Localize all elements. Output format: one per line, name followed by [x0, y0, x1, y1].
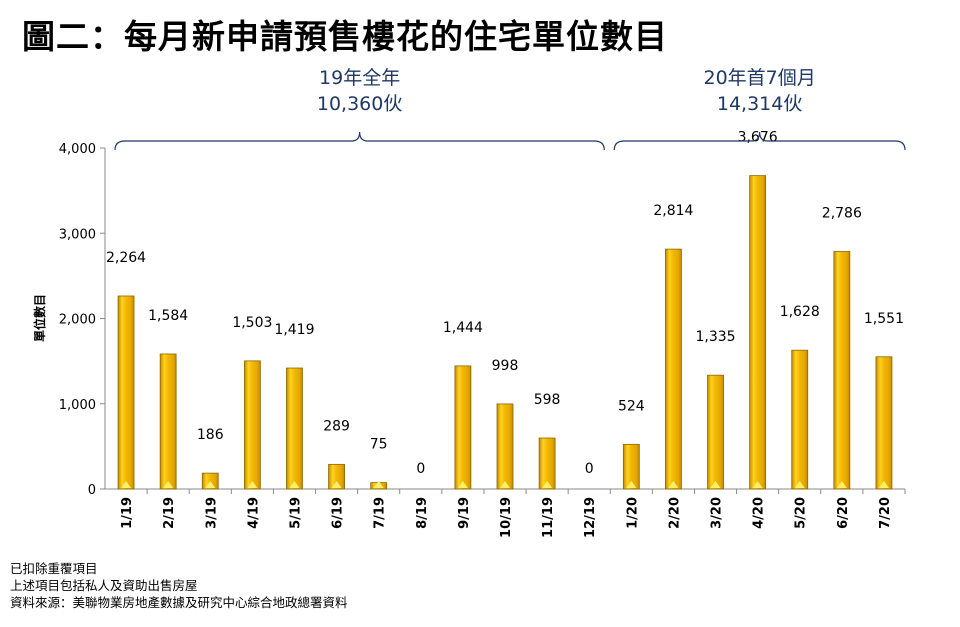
x-tick-label: 9/19 — [457, 497, 472, 529]
data-label: 524 — [618, 398, 645, 414]
x-tick-label: 8/19 — [415, 497, 430, 529]
x-tick-label: 2/19 — [162, 497, 177, 529]
x-tick-label: 3/19 — [204, 497, 219, 529]
bar — [665, 248, 682, 490]
data-label: 1,551 — [864, 311, 904, 327]
y-tick-label: 3,000 — [59, 227, 96, 242]
bar — [286, 367, 303, 490]
data-label: 3,676 — [738, 130, 778, 146]
bar — [875, 356, 893, 490]
footnote-3: 資料來源：美聯物業房地產數據及研究中心綜合地政總署資料 — [10, 595, 348, 610]
x-tick-label: 1/20 — [625, 497, 640, 529]
bar-highlight — [794, 481, 805, 488]
data-label: 2,264 — [106, 250, 146, 266]
bar — [454, 365, 472, 490]
footnote-2: 上述項目包括私人及資助出售房屋 — [10, 578, 198, 593]
bar — [328, 463, 345, 490]
x-tick-label: 3/20 — [710, 497, 725, 529]
x-tick-label: 6/20 — [836, 497, 851, 529]
data-label: 998 — [492, 358, 519, 374]
bar-highlight — [542, 481, 553, 488]
annotation-total: 14,314伙 — [717, 93, 802, 115]
x-tick-label: 10/19 — [499, 497, 514, 538]
bar-highlight — [205, 481, 216, 488]
y-tick-label: 2,000 — [59, 313, 96, 328]
bar — [622, 443, 640, 490]
bar — [496, 403, 514, 490]
bar-highlight — [836, 481, 847, 488]
data-label: 1,335 — [695, 329, 735, 345]
bar — [243, 360, 261, 490]
bar-highlight — [163, 481, 174, 488]
bar-highlight — [752, 481, 763, 488]
bracket — [613, 131, 906, 151]
bar — [749, 175, 767, 490]
x-tick-label: 4/19 — [246, 497, 261, 529]
x-tick-label: 7/19 — [373, 497, 388, 529]
x-tick-label: 4/20 — [752, 497, 767, 529]
x-tick-label: 6/19 — [331, 497, 346, 529]
x-tick-label: 12/19 — [583, 497, 598, 538]
bar — [117, 295, 135, 490]
bar — [538, 437, 556, 490]
bar — [791, 349, 809, 490]
bar-highlight — [289, 481, 300, 488]
bar — [833, 251, 851, 490]
data-label: 1,584 — [148, 308, 188, 324]
bar-highlight — [626, 481, 637, 488]
x-tick-label: 11/19 — [541, 497, 556, 538]
y-tick-label: 1,000 — [59, 398, 96, 413]
data-label: 186 — [197, 427, 224, 443]
data-label: 0 — [585, 461, 594, 477]
data-label: 598 — [534, 392, 561, 408]
bar-highlight — [500, 481, 510, 488]
x-tick-label: 7/20 — [878, 497, 893, 529]
bar-highlight — [331, 481, 342, 488]
bar-highlight — [457, 481, 468, 488]
bar-highlight — [247, 481, 258, 488]
annotation-label: 19年全年 — [319, 67, 400, 89]
bar — [159, 353, 177, 490]
bar-highlight — [878, 481, 889, 488]
y-axis-label: 單位數目 — [32, 294, 47, 342]
x-tick-label: 1/19 — [120, 497, 135, 529]
data-label: 0 — [416, 461, 425, 477]
data-label: 1,503 — [232, 315, 272, 331]
x-tick-label: 5/20 — [794, 497, 809, 529]
footnote-1: 已扣除重覆項目 — [10, 561, 98, 576]
data-label: 1,628 — [780, 304, 820, 320]
x-tick-label: 5/19 — [288, 497, 303, 529]
data-label: 1,444 — [443, 320, 483, 336]
bar-highlight — [710, 481, 721, 488]
bar-highlight — [373, 481, 384, 488]
data-label: 2,814 — [653, 203, 693, 219]
y-tick-label: 4,000 — [59, 142, 96, 157]
bar — [707, 374, 724, 490]
annotation-total: 10,360伙 — [317, 93, 402, 115]
data-label: 2,786 — [822, 205, 862, 221]
annotation-label: 20年首7個月 — [703, 67, 815, 89]
chart-title: 圖二：每月新申請預售樓花的住宅單位數目 — [22, 17, 668, 56]
bracket — [114, 131, 605, 151]
data-label: 1,419 — [274, 322, 314, 338]
bar-highlight — [668, 481, 679, 488]
data-label: 75 — [370, 437, 388, 453]
bar-highlight — [121, 481, 132, 488]
x-tick-label: 2/20 — [667, 497, 682, 529]
data-label: 289 — [323, 418, 350, 434]
y-tick-label: 0 — [88, 483, 96, 498]
